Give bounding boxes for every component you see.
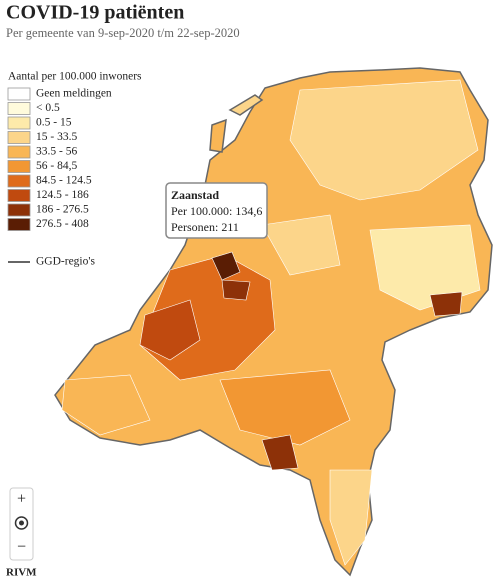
legend-swatch <box>7 102 31 115</box>
tooltip-box <box>165 182 268 239</box>
legend-label: 84.5 - 124.5 <box>36 175 92 187</box>
tooltip: Zaanstad Per 100.000: 134,6 Personen: 21… <box>165 182 268 239</box>
region-north <box>289 79 479 201</box>
legend-label: < 0.5 <box>36 102 60 114</box>
legend-label: 56 - 84,5 <box>36 160 77 172</box>
legend-label: 276.5 - 408 <box>36 218 89 230</box>
legend-label: 0.5 - 15 <box>36 117 72 129</box>
legend-label: 15 - 33.5 <box>36 131 77 143</box>
zoom-in[interactable]: + <box>17 491 26 508</box>
region-twente <box>429 291 463 317</box>
credit: RIVM <box>6 567 37 579</box>
legend: Aantal per 100.000 inwoners GGD-regio's … <box>7 71 142 268</box>
legend-title: Aantal per 100.000 inwoners <box>8 71 142 83</box>
map[interactable] <box>54 67 493 577</box>
region-line-label: GGD-regio's <box>36 256 95 268</box>
legend-label: Geen meldingen <box>36 88 112 100</box>
region-brabant <box>219 369 351 446</box>
zoom-out[interactable]: − <box>17 539 26 556</box>
title: COVID-19 patiënten <box>6 2 184 24</box>
region-rotterdam <box>139 299 201 361</box>
tooltip-line: Personen: 211 <box>171 220 239 234</box>
legend-swatch <box>7 145 31 159</box>
legend-swatch <box>7 87 31 101</box>
legend-swatch <box>7 203 31 217</box>
region-zaanstad <box>211 251 241 281</box>
legend-label: 33.5 - 56 <box>36 146 77 158</box>
tooltip-name: Zaanstad <box>171 188 219 202</box>
region-lelystad <box>261 214 341 276</box>
region-limburg <box>329 469 373 566</box>
locate-button[interactable] <box>14 516 29 530</box>
legend-swatch <box>7 189 31 202</box>
frisian-islands <box>228 94 264 116</box>
legend-label: 124.5 - 186 <box>36 189 89 201</box>
zoom-controls: + − <box>9 487 34 561</box>
legend-swatch <box>7 131 31 144</box>
legend-swatch <box>7 160 31 173</box>
tooltip-line: Per 100.000: 134,6 <box>171 204 262 218</box>
region-amsterdam <box>221 279 251 301</box>
region-zeeland <box>61 374 151 436</box>
legend-label: 186 - 276.5 <box>36 204 89 216</box>
legend-swatch <box>7 116 31 130</box>
texel <box>209 118 227 153</box>
legend-swatch <box>7 174 31 188</box>
legend-swatch <box>7 218 31 231</box>
subtitle: Per gemeente van 9-sep-2020 t/m 22-sep-2… <box>6 26 240 40</box>
region-eindhoven <box>261 434 299 471</box>
